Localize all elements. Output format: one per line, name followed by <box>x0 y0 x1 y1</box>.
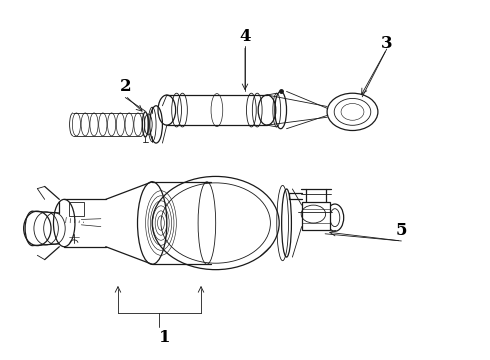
Text: 3: 3 <box>381 35 392 52</box>
Text: 4: 4 <box>239 28 251 45</box>
Text: 1: 1 <box>159 329 170 346</box>
Bar <box>69 202 84 216</box>
Text: 5: 5 <box>395 222 407 239</box>
Text: 2: 2 <box>120 78 131 95</box>
Bar <box>302 202 330 230</box>
